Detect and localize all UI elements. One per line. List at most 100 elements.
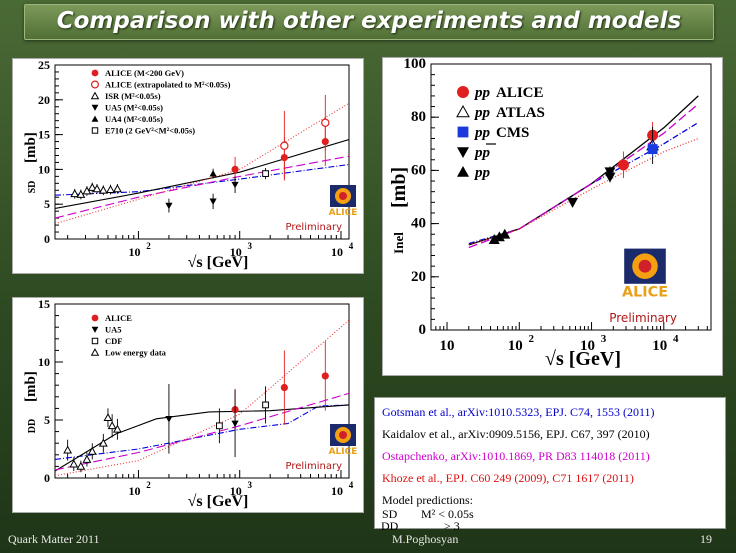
data-point <box>493 231 505 242</box>
curve-ostapchenko <box>55 392 349 471</box>
x-tick-exponent: 4 <box>349 480 354 490</box>
data-point <box>231 165 239 173</box>
model-sd-value: M² < 0.05s <box>421 507 474 521</box>
x-tick-exponent: 2 <box>529 333 535 345</box>
data-point <box>647 144 658 155</box>
y-tick-label: 20 <box>38 93 50 107</box>
y-tick-label: 10 <box>38 162 50 176</box>
legend-label: pp CMS <box>473 125 529 141</box>
preliminary-label: Preliminary <box>286 461 343 472</box>
legend-label: UA4 (M²<0.05s) <box>105 114 163 124</box>
y-axis-label-unit: [mb] <box>23 132 39 163</box>
y-tick-label: 15 <box>38 128 50 142</box>
y-tick-label: 100 <box>404 58 427 72</box>
data-point <box>321 118 330 127</box>
y-tick-label: 15 <box>38 298 50 311</box>
slide-title-bar: Comparison with other experiments and mo… <box>24 4 714 40</box>
page-number: 19 <box>700 532 712 546</box>
series-pp-low-energy <box>488 228 511 244</box>
data-point <box>216 422 223 430</box>
legend-label: ALICE (M<200 GeV) <box>105 68 184 78</box>
plot-frame <box>430 63 712 331</box>
y-tick-label: 40 <box>411 216 426 232</box>
legend-marker <box>457 86 469 98</box>
sd-chart: 0 5 10 15 20 25 10 2 10 3 10 4 SD [mb] √s [GeV] ALICE (… <box>23 59 357 271</box>
x-tick-label: 10 <box>230 245 242 259</box>
x-tick-exponent: 2 <box>146 241 151 251</box>
data-point <box>87 446 97 455</box>
legend-marker <box>456 104 470 118</box>
ref-gotsman: Gotsman et al., arXiv:1010.5323, EPJ. C7… <box>382 405 655 419</box>
x-tick-label: 10 <box>331 484 343 498</box>
y-axis-label-prefix: SD <box>27 181 38 194</box>
legend-label: ISR (M²<0.05s) <box>105 91 161 101</box>
data-point <box>106 184 115 193</box>
legend-marker <box>90 348 100 356</box>
curve-khoze <box>55 319 349 477</box>
legend-label: pp <box>473 145 491 161</box>
dd-chart-panel: 0 5 10 15 10 2 10 3 10 4 DD [mb] √s [GeV] ALICE UA5 CDF… <box>12 297 364 513</box>
alice-logo: ALICE <box>329 185 357 218</box>
curve-khoze <box>55 102 349 225</box>
data-point <box>280 141 289 150</box>
data-point <box>98 438 108 447</box>
data-point <box>209 198 217 206</box>
legend-label: Low energy data <box>105 348 167 358</box>
legend-label: pp ALICE <box>473 85 544 101</box>
ref-khoze: Khoze et al., EPJ. C60 249 (2009), C71 1… <box>382 471 634 485</box>
alice-logo-core <box>339 431 347 439</box>
inel-chart: 0 20 40 60 80 100 10 10 2 10 3 10 4 Inel [mb] √s [GeV] p… <box>388 58 712 370</box>
legend-marker <box>90 91 100 100</box>
plot-frame <box>54 64 350 240</box>
series-cdf <box>216 386 269 444</box>
series-isr <box>70 182 122 200</box>
data-point <box>280 383 288 392</box>
x-axis-label: √s [GeV] <box>188 493 249 510</box>
legend-label: ALICE <box>105 313 132 323</box>
legend: pp ALICE pp ATLAS pp CMS pp pp <box>456 85 545 181</box>
curve-khoze <box>468 137 699 246</box>
data-point <box>103 413 113 422</box>
alice-logo: ALICE <box>622 248 668 301</box>
curve-gotsman <box>55 404 349 460</box>
curve-kaidalov <box>55 404 349 472</box>
alice-logo-core <box>638 259 652 273</box>
x-tick-label: 10 <box>331 245 343 259</box>
x-tick-label: 10 <box>128 245 140 259</box>
legend-marker <box>91 104 99 111</box>
legend-label: ALICE (extrapolated to M²<0.05s) <box>105 80 231 90</box>
data-point <box>209 169 217 177</box>
legend-label: CDF <box>105 336 122 346</box>
plot-frame <box>54 303 350 479</box>
x-tick-label: 10 <box>580 338 595 354</box>
legend-marker <box>91 69 99 77</box>
data-point <box>604 172 616 183</box>
data-point <box>499 228 511 239</box>
y-tick-label: 10 <box>38 355 50 369</box>
data-point <box>165 415 173 423</box>
legend-marker <box>91 337 99 345</box>
y-tick-label: 20 <box>411 269 426 285</box>
legend-marker <box>457 166 469 177</box>
legend-marker <box>91 127 99 134</box>
ref-ostapchenko: Ostapchenko, arXiv:1010.1869, PR D83 114… <box>382 449 650 463</box>
curve-kaidalov <box>55 138 349 209</box>
data-point <box>70 189 80 198</box>
legend-label: pp <box>473 165 491 181</box>
series-pp-cms <box>647 141 658 158</box>
legend-marker <box>90 80 99 89</box>
data-point <box>92 184 102 193</box>
data-point <box>107 421 117 430</box>
slide-title: Comparison with other experiments and mo… <box>56 8 682 34</box>
preliminary-label: Preliminary <box>609 311 677 325</box>
data-point <box>231 181 239 189</box>
data-point <box>321 372 329 380</box>
legend-label: E710 (2 GeV²<M²<0.05s) <box>105 126 195 136</box>
series-alice-extrapolated- <box>280 94 330 181</box>
data-point <box>488 234 500 244</box>
model-curves <box>55 319 349 477</box>
y-tick-label: 5 <box>44 197 50 211</box>
data-point <box>262 401 269 409</box>
legend-label: pp ATLAS <box>473 105 545 121</box>
